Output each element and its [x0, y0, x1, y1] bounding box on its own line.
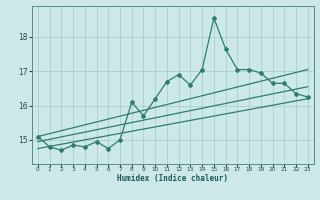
X-axis label: Humidex (Indice chaleur): Humidex (Indice chaleur): [117, 174, 228, 183]
